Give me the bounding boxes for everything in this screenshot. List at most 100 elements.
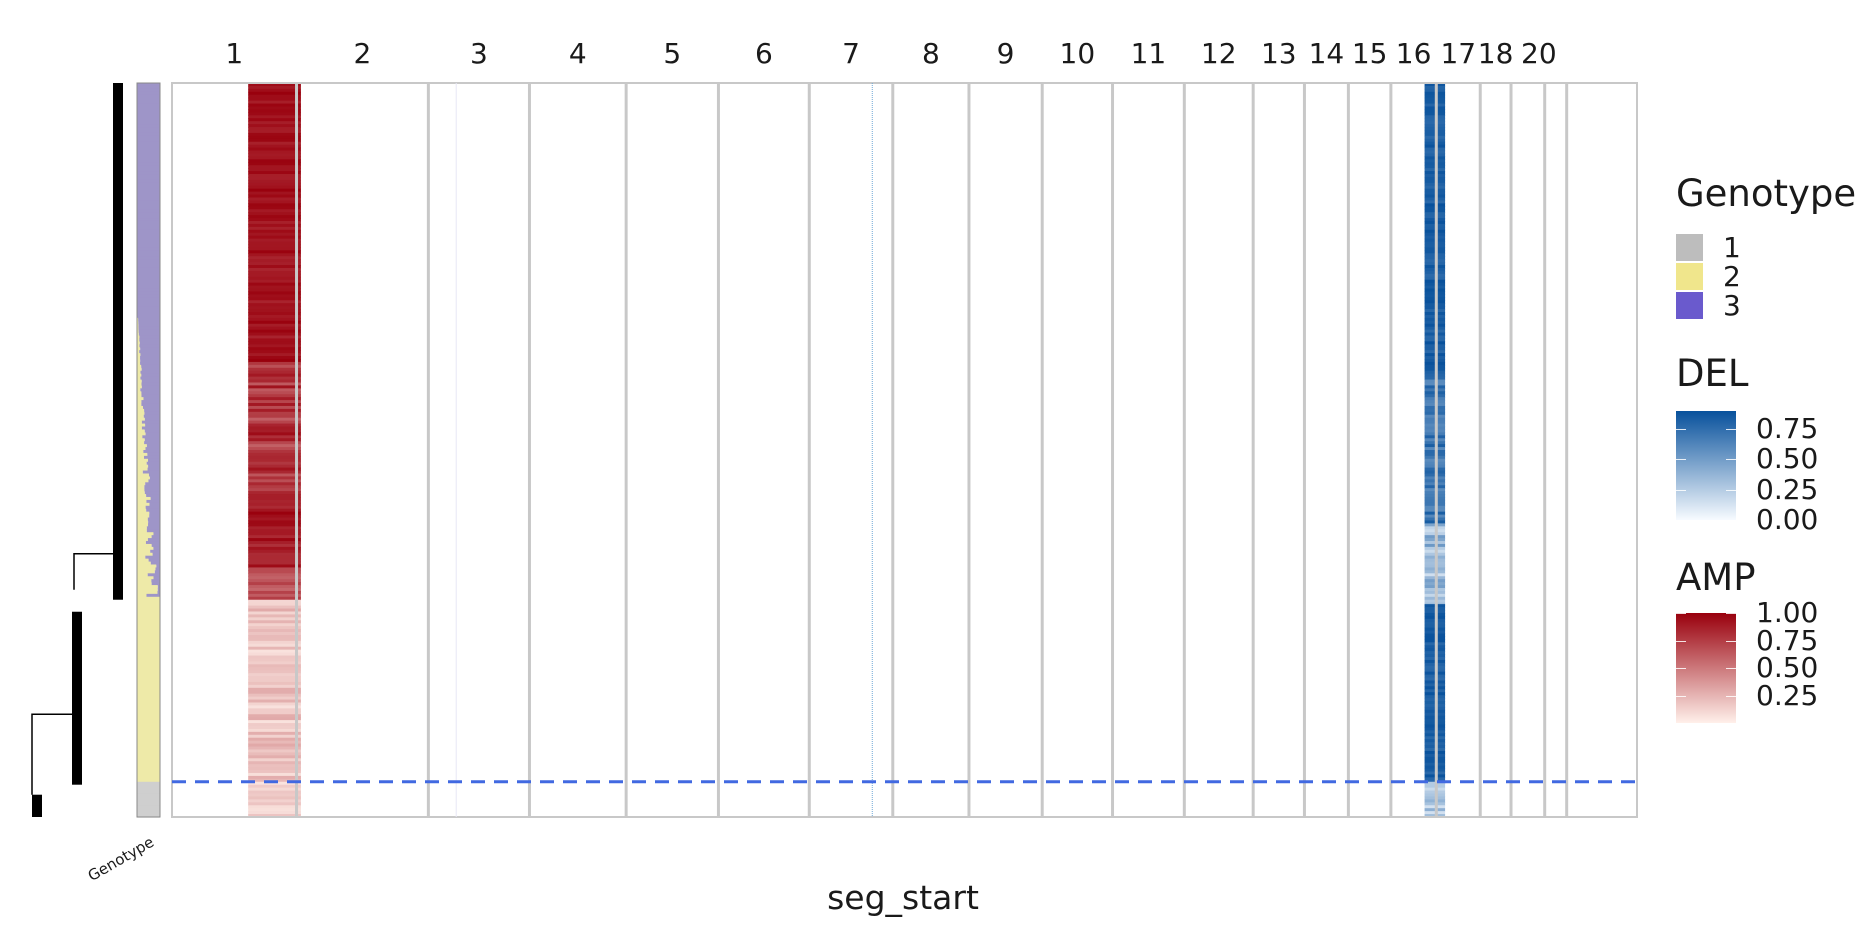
genotype-cell — [137, 587, 158, 592]
heatmap-cell — [248, 309, 301, 313]
genotype-cell — [139, 344, 160, 348]
genotype-cell — [137, 209, 160, 213]
heatmap-cell — [248, 329, 301, 334]
genotype-cell — [137, 693, 160, 698]
heatmap-cell — [248, 194, 301, 199]
genotype-cell — [137, 526, 147, 530]
genotype-cell — [147, 458, 160, 463]
heatmap-cell — [248, 317, 301, 322]
genotype-cell — [137, 602, 160, 607]
genotype-cell — [137, 174, 160, 178]
genotype-cell — [137, 505, 146, 510]
genotype-cell — [137, 267, 160, 272]
heatmap-cell — [248, 94, 301, 99]
heatmap-cell — [248, 241, 301, 246]
genotype-cell — [137, 558, 149, 563]
heatmap-cell — [248, 585, 301, 589]
heatmap-cell — [248, 103, 301, 108]
heatmap-cell — [248, 696, 301, 701]
heatmap-cell — [248, 658, 301, 662]
heatmap-cell — [248, 476, 301, 480]
heatmap-cell — [248, 356, 301, 360]
genotype-cell — [157, 590, 160, 595]
genotype-cell — [137, 535, 152, 539]
heatmap-cell — [248, 159, 301, 163]
heatmap-cell — [248, 414, 301, 419]
heatmap-cell — [248, 385, 301, 389]
heatmap-cell — [248, 129, 301, 134]
genotype-cell — [137, 764, 160, 768]
genotype-cell — [144, 417, 160, 422]
genotype-cell — [137, 740, 160, 745]
heatmap-cell — [248, 814, 301, 818]
genotype-cell — [137, 593, 147, 598]
genotype-cell — [143, 450, 160, 454]
heatmap-cell — [248, 740, 301, 745]
genotype-cell — [141, 382, 160, 387]
genotype-cell — [137, 397, 144, 401]
heatmap-cell — [248, 411, 301, 416]
genotype-cell — [140, 361, 160, 366]
heatmap-cell — [248, 215, 301, 219]
genotype-cell — [137, 485, 145, 489]
heatmap-cell — [248, 300, 301, 304]
genotype-cell — [137, 781, 160, 786]
heatmap-cell — [248, 156, 301, 160]
heatmap-cell — [248, 746, 301, 751]
chromosome-label: 1 — [225, 37, 243, 70]
genotype-cell — [146, 526, 160, 530]
heatmap-cell — [248, 153, 301, 157]
genotype-cell — [137, 576, 154, 580]
heatmap-cell — [248, 790, 301, 795]
heatmap-cell — [248, 802, 301, 806]
genotype-cell — [137, 532, 154, 536]
heatmap-cell — [248, 725, 301, 730]
genotype-cell — [137, 429, 145, 433]
heatmap-cell — [248, 799, 301, 803]
genotype-cell — [137, 291, 160, 295]
genotype-cell — [137, 455, 144, 460]
genotype-cell — [137, 458, 148, 463]
heatmap-cell — [248, 637, 301, 642]
color-ramp-label: 0.75 — [1756, 412, 1819, 446]
genotype-cell — [137, 253, 160, 257]
heatmap-cell — [248, 332, 301, 337]
genotype-cell — [137, 329, 139, 334]
genotype-cell — [137, 147, 160, 152]
genotype-cell — [137, 564, 157, 569]
heatmap-cell — [248, 341, 301, 345]
heatmap-cell — [248, 138, 301, 143]
heatmap-cell — [248, 772, 301, 777]
genotype-cell — [137, 262, 160, 266]
genotype-cell — [137, 265, 160, 269]
genotype-cell — [137, 775, 160, 780]
genotype-cell — [137, 646, 160, 651]
heatmap-cell — [248, 743, 301, 748]
heatmap-cell — [248, 420, 301, 425]
color-ramp-tick — [1726, 640, 1736, 642]
chromosome-label: 11 — [1131, 37, 1167, 70]
genotype-cell — [137, 247, 160, 251]
genotype-cell — [137, 112, 160, 116]
genotype-cell — [137, 153, 160, 157]
heatmap-cell — [248, 370, 301, 375]
genotype-cell — [137, 523, 149, 527]
heatmap-cell — [248, 235, 301, 240]
genotype-cell — [150, 496, 160, 501]
genotype-cell — [137, 323, 139, 328]
genotype-cell — [137, 805, 160, 809]
genotype-cell — [137, 444, 147, 448]
genotype-cell — [137, 121, 160, 125]
genotype-cell — [137, 144, 160, 149]
genotype-cell — [144, 438, 160, 442]
genotype-cell — [137, 496, 151, 501]
genotype-cell — [138, 332, 160, 337]
genotype-cell — [137, 379, 142, 384]
genotype-cell — [137, 705, 160, 709]
genotype-cell — [137, 85, 160, 90]
heatmap-cell — [248, 364, 301, 369]
heatmap-cell — [248, 564, 301, 569]
heatmap-cell — [248, 579, 301, 583]
genotype-cell — [137, 508, 147, 513]
genotype-cell — [137, 127, 160, 131]
